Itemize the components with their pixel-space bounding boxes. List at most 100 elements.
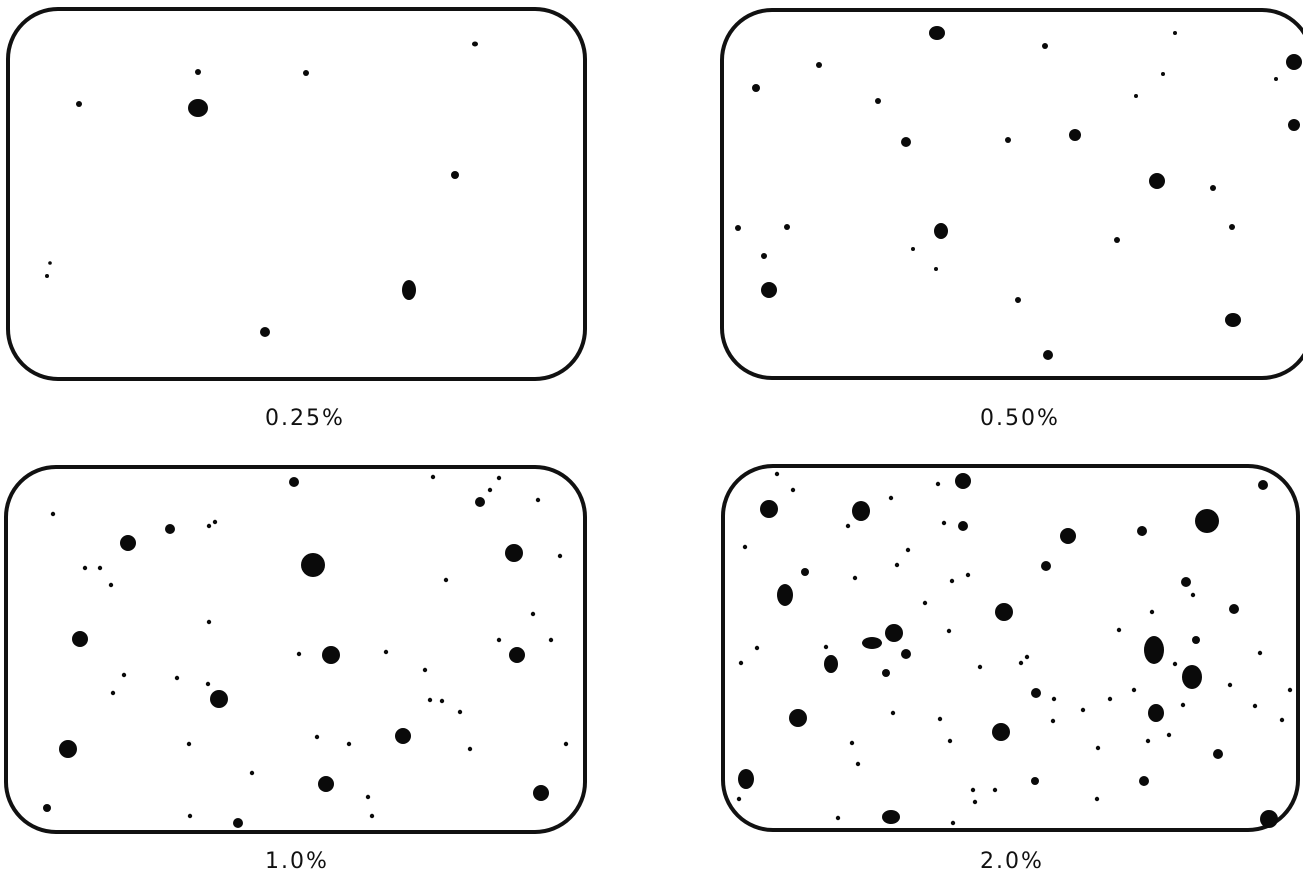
- particle: [777, 584, 793, 606]
- particle: [752, 84, 760, 92]
- particle: [213, 520, 217, 524]
- particle: [549, 638, 553, 642]
- particle: [195, 69, 201, 75]
- particle: [260, 327, 270, 337]
- particle: [497, 638, 501, 642]
- particle: [1253, 704, 1257, 708]
- particle: [862, 637, 882, 649]
- particle: [1015, 297, 1021, 303]
- particle: [250, 771, 254, 775]
- particle: [934, 223, 948, 239]
- particle: [1041, 561, 1051, 571]
- particle: [789, 709, 807, 727]
- particle: [1139, 776, 1149, 786]
- particle: [938, 717, 942, 721]
- particle: [1043, 350, 1053, 360]
- particle: [875, 98, 881, 104]
- particle: [901, 137, 911, 147]
- particle: [911, 247, 915, 251]
- particle: [853, 576, 857, 580]
- particle: [536, 498, 540, 502]
- particle: [1150, 610, 1154, 614]
- particle: [1042, 43, 1048, 49]
- particle: [564, 742, 568, 746]
- particle: [923, 601, 927, 605]
- particle: [347, 742, 351, 746]
- particle: [297, 652, 301, 656]
- particle: [1210, 185, 1216, 191]
- particle: [472, 42, 478, 47]
- particle: [951, 821, 955, 825]
- particle: [1031, 688, 1041, 698]
- particle: [1031, 777, 1039, 785]
- particle: [1225, 313, 1241, 327]
- particle: [72, 631, 88, 647]
- particle: [1258, 651, 1262, 655]
- particle: [1114, 237, 1120, 243]
- particle: [1286, 54, 1302, 70]
- particle: [98, 566, 102, 570]
- particle: [187, 742, 191, 746]
- particle: [735, 225, 741, 231]
- particle: [824, 645, 828, 649]
- particle: [1052, 697, 1056, 701]
- particle: [995, 603, 1013, 621]
- particle: [370, 814, 374, 818]
- particle: [384, 650, 388, 654]
- particle: [233, 818, 243, 828]
- particle: [1228, 683, 1232, 687]
- particle: [1274, 77, 1278, 81]
- particle: [109, 583, 113, 587]
- particle: [761, 282, 777, 298]
- panel-label: 0.50%: [980, 406, 1060, 431]
- particle: [901, 649, 911, 659]
- particle: [743, 545, 747, 549]
- particle: [895, 563, 899, 567]
- particle: [966, 573, 970, 577]
- particle: [175, 676, 179, 680]
- particle: [48, 261, 52, 265]
- particle: [1132, 688, 1136, 692]
- particle: [165, 524, 175, 534]
- page: {"panels": [{"label": "0.25%"}, {"label"…: [0, 0, 1303, 885]
- particle: [1137, 526, 1147, 536]
- particle: [947, 629, 951, 633]
- particle: [1195, 509, 1219, 533]
- figure: 0.25% 0.50% 1.0% 2.0%: [0, 0, 1303, 885]
- particle: [1192, 636, 1200, 644]
- particle: [45, 274, 49, 278]
- particle: [531, 612, 535, 616]
- panel-frame: [722, 10, 1303, 378]
- particle: [1260, 810, 1278, 828]
- particle: [1146, 739, 1150, 743]
- particle: [1182, 665, 1202, 689]
- particle: [852, 501, 870, 521]
- particle: [497, 476, 501, 480]
- particle: [801, 568, 809, 576]
- particle: [856, 762, 860, 766]
- particle: [533, 785, 549, 801]
- particle: [936, 482, 940, 486]
- particle: [1081, 708, 1085, 712]
- particle: [1069, 129, 1081, 141]
- particle: [882, 669, 890, 677]
- particle: [468, 747, 472, 751]
- particle: [318, 776, 334, 792]
- particle: [505, 544, 523, 562]
- particle: [1025, 655, 1029, 659]
- particle: [301, 553, 325, 577]
- particle: [402, 280, 416, 300]
- particle: [760, 500, 778, 518]
- particle: [942, 521, 946, 525]
- particle: [1258, 480, 1268, 490]
- particle: [440, 699, 444, 703]
- particle: [120, 535, 136, 551]
- particle: [929, 26, 945, 40]
- particle: [791, 488, 795, 492]
- particle: [846, 524, 850, 528]
- particle: [992, 723, 1010, 741]
- particle: [950, 579, 954, 583]
- particle: [488, 488, 492, 492]
- particle: [882, 810, 900, 824]
- particle: [1173, 662, 1177, 666]
